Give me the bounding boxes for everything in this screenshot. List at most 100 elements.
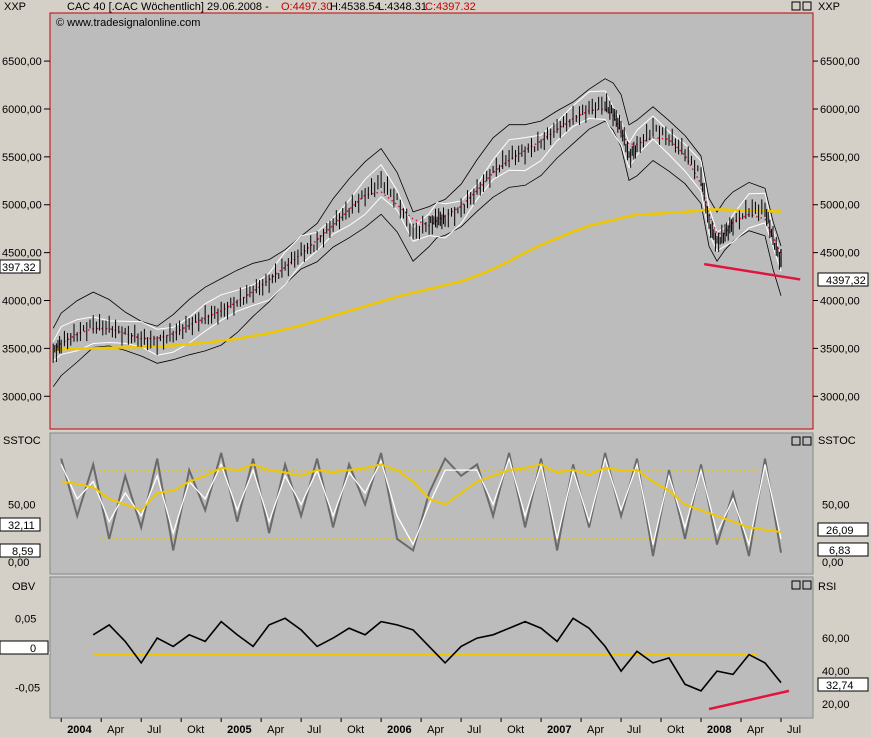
x-axis-label: 2006 [387,724,411,736]
price-y-tick-label: 6500,00 [2,56,42,68]
sstoc-label-left: SSTOC [3,435,41,447]
rsi-label: RSI [818,581,836,593]
rsi-y-tick-label: 40,00 [822,666,850,678]
price-y-tick-label: 4000,00 [2,296,42,308]
price-y-tick-label-right: 5500,00 [820,152,860,164]
obv-label: OBV [12,581,36,593]
x-axis-label: 2004 [67,724,92,736]
high-value: H:4538.54 [330,1,381,13]
obv-y-tick-label: 0,05 [15,613,36,625]
obv-close-icon[interactable] [802,580,812,590]
svg-text:8,59: 8,59 [12,546,33,558]
sstoc-maximize-icon[interactable] [791,436,801,446]
price-y-tick-label-right: 3500,00 [820,343,860,355]
sstoc-y-tick-label-right: 50,00 [822,500,850,512]
close-icon[interactable] [802,1,812,11]
x-axis-label: Jul [787,724,801,736]
x-axis-label: Apr [427,724,444,736]
sstoc-y-tick-label-right: 0,00 [822,557,843,569]
rsi-line [92,617,782,692]
x-axis-label: Jul [467,724,481,736]
sstoc-panel [49,432,814,575]
svg-text:26,09: 26,09 [826,525,854,537]
price-y-tick-label-right: 3000,00 [820,391,860,403]
price-y-ticks: 3000,00 3000,00 3500,00 3500,00 4000,00 4000,… [2,56,860,403]
price-y-tick-label-right: 4500,00 [820,248,860,260]
rsi-trendline [708,689,790,711]
sstoc-window-buttons[interactable] [791,436,812,446]
x-axis-label: Jul [147,724,161,736]
sstoc-smooth-line [61,463,782,533]
x-axis-label: 2008 [707,724,731,736]
chart-header: XXP CAC 40 [.CAC Wöchentlich] 29.06.2008… [4,1,840,29]
price-y-tick-label: 4500,00 [2,248,42,260]
sstoc-value-right-1: 26,09 [817,522,869,537]
sstoc-label-right: SSTOC [818,435,856,447]
maximize-icon[interactable] [791,1,801,11]
price-y-tick-label: 3000,00 [2,391,42,403]
x-axis: 2004 Apr Jul Okt 2005 Apr Jul Okt 2006 Apr Jul Okt 2… [60,718,801,736]
x-axis-label: 2007 [547,724,571,736]
price-panel [49,12,814,430]
obv-y-tick-label: -0,05 [15,683,40,695]
sstoc-y-tick-label: 50,00 [8,500,36,512]
sstoc-value-left-1: 32,11 [0,517,41,532]
svg-text:397,32: 397,32 [2,262,36,274]
svg-text:32,74: 32,74 [826,680,854,692]
bollinger-lower [52,120,782,387]
low-value: L:4348.31 [378,1,427,13]
obv-value-left: 0 [0,640,49,655]
svg-text:32,11: 32,11 [8,520,35,532]
envelope-upper [52,90,782,342]
obv-maximize-icon[interactable] [791,580,801,590]
x-axis-label: Okt [507,724,524,736]
svg-text:4397,32: 4397,32 [826,275,866,287]
sstoc-close-icon[interactable] [802,436,812,446]
sstoc-y-tick-label: 0,00 [8,557,29,569]
rsi-y-tick-label: 60,00 [822,633,850,645]
price-y-tick-label-right: 6000,00 [820,104,860,116]
x-axis-label: Jul [627,724,641,736]
price-y-tick-label-right: 4000,00 [820,296,860,308]
bollinger-upper [52,78,782,329]
close-value: C:4397.32 [425,1,476,13]
price-trendline [704,262,801,281]
x-axis-label: Apr [587,724,604,736]
middle-band-dotted [52,108,782,351]
left-axis-label-xxp: XXP [4,1,26,13]
sstoc-value-left-2: 8,59 [0,543,41,558]
long-moving-average [53,208,781,352]
sstoc-series [60,452,782,557]
x-axis-label: Apr [107,724,124,736]
rsi-value-right: 32,74 [817,677,869,692]
obv-window-buttons[interactable] [791,580,812,590]
envelope-lower [52,117,782,362]
price-y-tick-label: 5500,00 [2,152,42,164]
open-value: O:4497.30 [281,1,332,13]
chart-title: CAC 40 [.CAC Wöchentlich] 29.06.2008 - [67,1,269,13]
rsi-y-tick-label: 20,00 [822,699,850,711]
x-axis-label: 2005 [227,724,251,736]
x-axis-label: Okt [187,724,204,736]
obv-rsi-panel [49,576,814,719]
right-axis-label-xxp: XXP [818,1,840,13]
svg-text:0: 0 [30,643,36,655]
price-series [52,78,801,387]
price-y-tick-label: 3500,00 [2,343,42,355]
sstoc-value-right-2: 6,83 [817,542,869,557]
x-axis-label: Okt [667,724,684,736]
obv-rsi-y-ticks: 0,05 -0,05 20,00 40,00 60,00 [15,613,850,711]
sstoc-fast-line [60,452,782,557]
price-y-tick-label-right: 5000,00 [820,200,860,212]
x-axis-label: Jul [307,724,321,736]
x-axis-label: Okt [347,724,364,736]
obv-rsi-series [0,617,790,711]
copyright-text: © www.tradesignalonline.com [56,17,200,29]
price-y-tick-label-right: 6500,00 [820,56,860,68]
price-y-tick-label: 5000,00 [2,200,42,212]
svg-text:6,83: 6,83 [829,545,850,557]
sstoc-slow-line [60,456,782,548]
price-y-tick-label: 6000,00 [2,104,42,116]
window-buttons[interactable] [791,1,812,11]
